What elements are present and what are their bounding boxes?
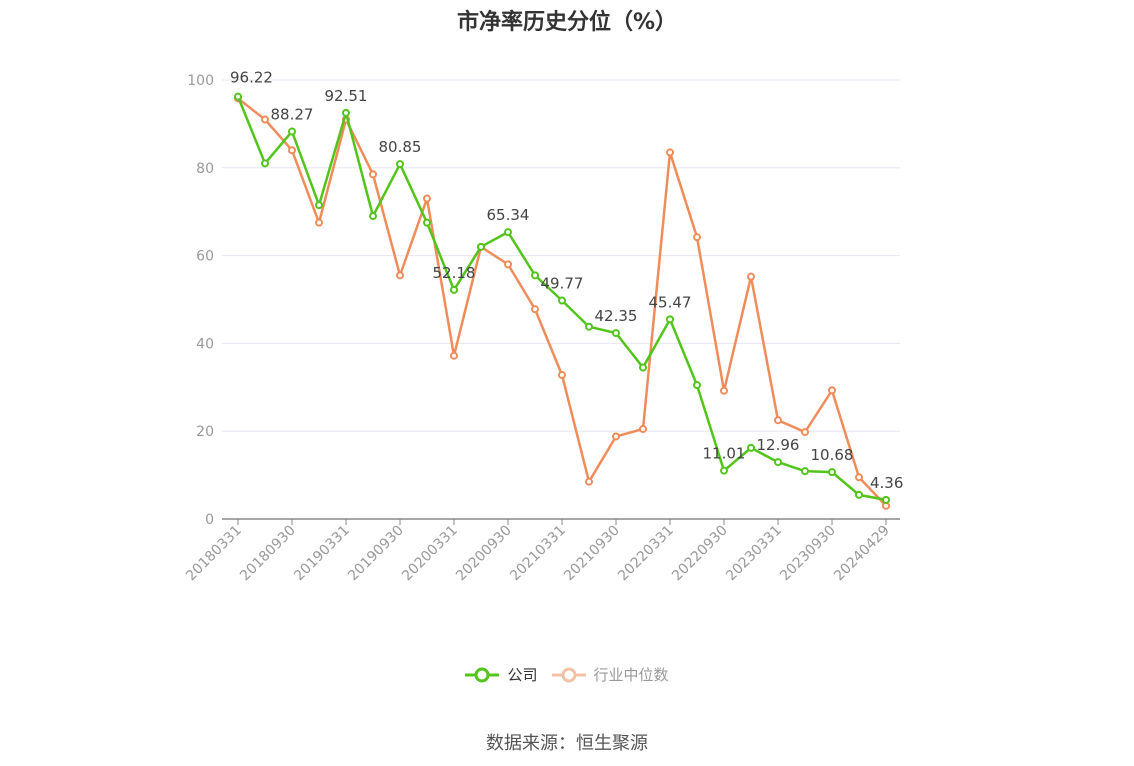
data-point-1 [585,477,593,486]
data-point-0 [693,381,701,390]
data-label: 49.77 [541,275,584,293]
y-tick-label: 60 [196,249,214,265]
data-point-0 [423,218,431,227]
data-label: 65.34 [487,206,530,224]
data-point-0 [315,201,323,210]
x-tick-label: 20190930 [345,523,407,585]
data-point-1 [369,170,377,179]
data-point-1 [666,148,674,157]
x-tick-label: 20220331 [615,523,677,585]
data-point-0 [558,296,566,305]
data-point-1 [828,386,836,395]
chart-title: 市净率历史分位（%） [456,10,678,35]
data-label: 80.85 [379,138,422,156]
data-point-1 [855,473,863,482]
data-point-0 [639,363,647,372]
data-point-0 [531,271,539,280]
data-label: 88.27 [271,105,314,123]
data-point-0 [747,443,755,452]
x-tick-label: 20180331 [183,523,245,585]
data-point-1 [693,233,701,242]
data-point-0 [828,468,836,477]
data-point-1 [612,432,620,441]
legend-industry-median-icon [551,667,586,682]
data-label: 42.35 [595,307,638,325]
data-point-0 [774,458,782,467]
x-tick-label: 20240429 [831,523,893,585]
data-point-0 [801,467,809,476]
data-label: 92.51 [325,87,368,105]
data-point-0 [450,285,458,294]
grid-lines [222,79,900,432]
x-tick-label: 20180930 [237,523,299,585]
x-tick-label: 20230930 [777,523,839,585]
data-labels: 96.22 88.27 92.51 80.85 52.18 65.34 49.77 42.35… [230,69,903,492]
data-point-1 [261,115,269,124]
data-point-0 [585,322,593,331]
data-point-1 [504,260,512,269]
y-tick-label: 40 [196,336,214,352]
data-label: 10.68 [811,446,854,464]
data-point-0 [234,92,242,101]
x-tick-label: 20210331 [507,523,569,585]
data-point-0 [369,212,377,221]
data-label: 52.18 [433,264,476,282]
data-point-0 [288,127,296,136]
legend: 公司 行业中位数 [0,664,1134,685]
data-label: 45.47 [649,293,692,311]
legend-label-industry-median: 行业中位数 [593,666,669,684]
data-point-0 [261,159,269,168]
data-point-1 [720,386,728,395]
data-label: 96.22 [230,69,273,87]
x-tick-label: 20200331 [399,523,461,585]
data-point-0 [882,495,890,504]
legend-item-company[interactable]: 公司 [465,664,538,685]
legend-label-company: 公司 [507,666,538,684]
data-point-0 [342,108,350,117]
legend-company-icon [465,667,500,682]
x-tick-label: 20210930 [561,523,623,585]
data-source: 数据来源：恒生聚源 [486,733,648,754]
x-tick-label: 20190331 [291,523,353,585]
data-point-1 [450,351,458,360]
data-point-1 [423,194,431,203]
data-point-1 [639,425,647,434]
data-point-1 [774,416,782,425]
data-point-1 [396,271,404,280]
data-label: 4.36 [870,474,903,492]
y-tick-label: 20 [196,424,214,440]
y-tick-label: 100 [187,73,214,89]
legend-item-industry-median[interactable]: 行业中位数 [551,664,669,685]
data-label: 11.01 [703,445,746,463]
y-tick-label: 80 [196,161,214,177]
data-label: 12.96 [757,436,800,454]
data-point-0 [666,315,674,324]
data-point-1 [531,305,539,314]
x-tick-label: 20220930 [669,523,731,585]
data-point-0 [855,490,863,499]
data-point-1 [558,371,566,380]
series-lines [234,92,890,510]
data-point-0 [720,466,728,475]
x-tick-label: 20230331 [723,523,785,585]
y-tick-label: 0 [205,512,214,528]
x-tick-label: 20200930 [453,523,515,585]
data-point-0 [396,160,404,169]
data-point-1 [747,272,755,281]
data-point-0 [612,329,620,338]
data-point-1 [801,428,809,437]
data-point-0 [477,242,485,251]
data-point-1 [288,146,296,155]
data-point-0 [504,228,512,237]
data-point-1 [315,218,323,227]
